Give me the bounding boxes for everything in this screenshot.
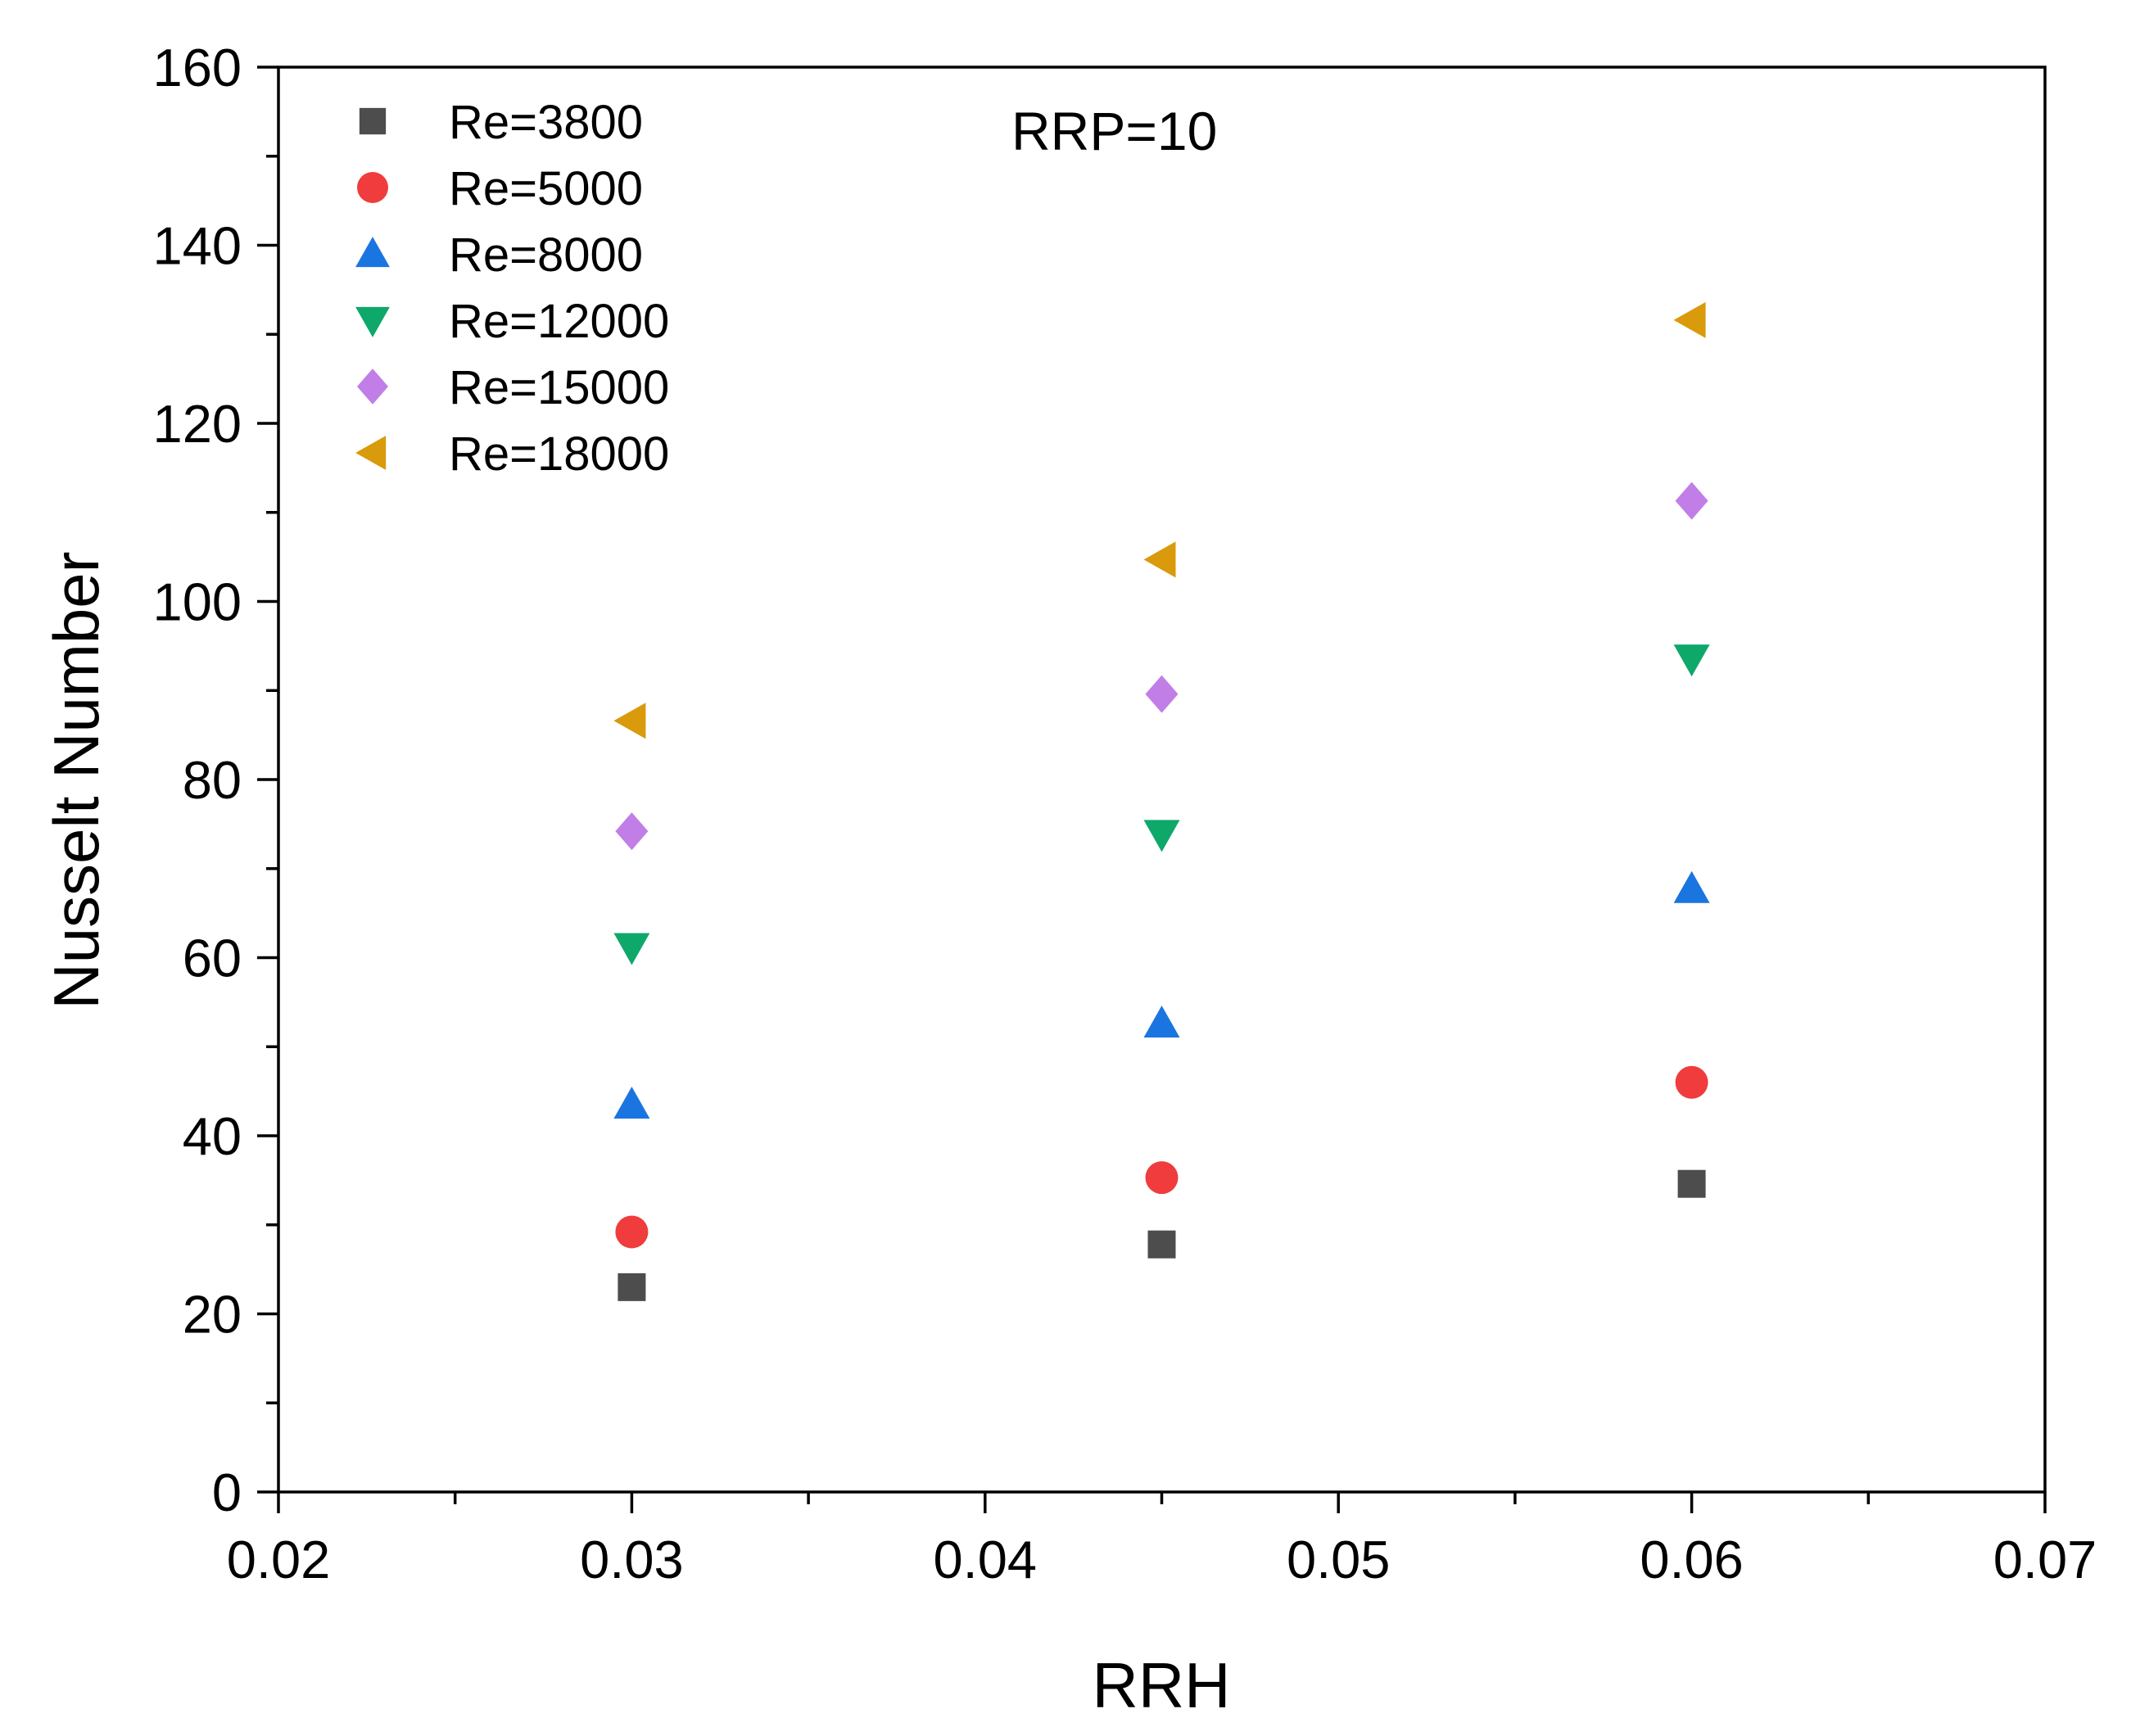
- data-point-triangle-left: [613, 703, 646, 739]
- y-tick-label: 60: [183, 929, 242, 988]
- legend-label: Re=5000: [449, 162, 643, 215]
- x-tick-label: 0.06: [1640, 1530, 1744, 1589]
- x-tick-label: 0.07: [1993, 1530, 2097, 1589]
- y-axis-title: Nusselt Number: [40, 551, 112, 1009]
- data-point-triangle-down: [1673, 644, 1710, 677]
- legend-marker-triangle-up: [355, 237, 390, 268]
- data-point-square: [1147, 1230, 1176, 1259]
- data-point-triangle-left: [1673, 301, 1706, 338]
- data-point-triangle-up: [1673, 870, 1710, 903]
- legend-marker-square: [359, 107, 387, 135]
- x-tick-label: 0.05: [1287, 1530, 1391, 1589]
- data-point-triangle-up: [1143, 1005, 1180, 1038]
- data-point-circle: [1145, 1161, 1179, 1195]
- y-tick-label: 140: [153, 216, 242, 276]
- legend-marker-triangle-left: [355, 436, 387, 470]
- y-tick-label: 80: [183, 750, 242, 810]
- x-axis-title: RRH: [1093, 1649, 1231, 1721]
- data-point-triangle-left: [1143, 541, 1176, 578]
- legend: Re=3800 Re=5000 Re=8000 Re=12000 Re=15000 Re=…: [355, 96, 669, 481]
- points-layer: [613, 301, 1710, 1301]
- x-tick-label: 0.03: [580, 1530, 684, 1589]
- data-point-diamond: [1145, 675, 1179, 713]
- y-tick-label: 120: [153, 394, 242, 454]
- plot-frame: [277, 66, 2047, 1494]
- y-tick-label: 40: [183, 1106, 242, 1166]
- y-tick-label: 20: [183, 1285, 242, 1345]
- annotation-rrp: RRP=10: [1011, 101, 1217, 161]
- legend-label: Re=18000: [449, 427, 669, 481]
- data-point-circle: [615, 1215, 649, 1249]
- data-point-circle: [1675, 1065, 1708, 1099]
- data-point-diamond: [615, 812, 649, 851]
- ticks-layer: 0.02 0.03 0.04 0.05 0.06 0.07 0 20 40 60 80 100 120 1…: [153, 38, 2097, 1589]
- data-point-diamond: [1675, 481, 1708, 520]
- legend-label: Re=3800: [449, 96, 643, 149]
- data-point-triangle-down: [1143, 820, 1180, 852]
- legend-label: Re=15000: [449, 361, 669, 414]
- x-tick-label: 0.02: [227, 1530, 331, 1589]
- legend-marker-diamond: [357, 368, 388, 405]
- x-tick-label: 0.04: [934, 1530, 1038, 1589]
- y-tick-label: 0: [212, 1462, 242, 1522]
- data-point-square: [618, 1273, 646, 1301]
- y-tick-label: 100: [153, 572, 242, 632]
- y-tick-label: 160: [153, 38, 242, 97]
- data-point-square: [1677, 1169, 1706, 1198]
- data-point-triangle-up: [613, 1086, 650, 1119]
- legend-label: Re=12000: [449, 295, 669, 348]
- legend-label: Re=8000: [449, 228, 643, 282]
- data-point-triangle-down: [613, 933, 650, 965]
- legend-marker-triangle-down: [355, 306, 390, 337]
- legend-marker-circle: [357, 172, 388, 203]
